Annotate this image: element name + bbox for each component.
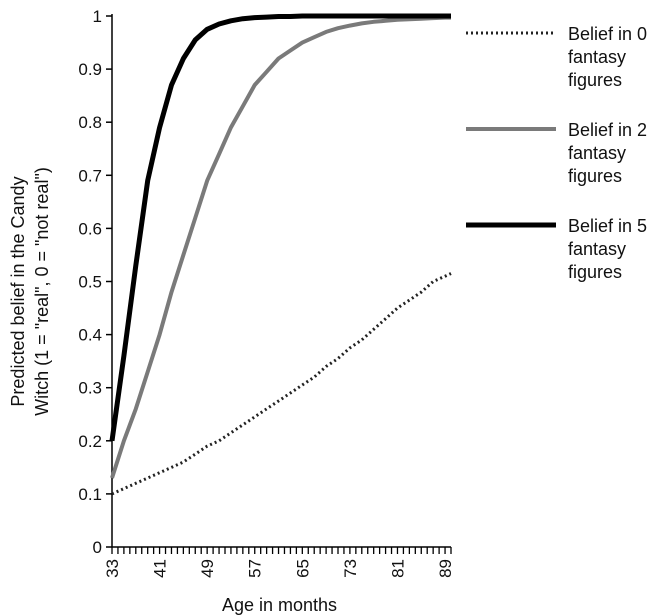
x-axis-title: Age in months <box>222 595 337 615</box>
legend: Belief in 0 fantasy figures Belief in 2 fant… <box>466 24 647 282</box>
y-tick-label: 0.9 <box>78 60 102 79</box>
series-lines <box>109 13 452 496</box>
series-line-0 <box>111 272 452 496</box>
y-tick-label: 0.3 <box>78 379 102 398</box>
legend-label: Belief in 5 <box>568 216 647 236</box>
x-tick-label: 33 <box>103 559 122 578</box>
axes <box>111 14 451 548</box>
legend-label: figures <box>568 262 622 282</box>
y-tick-label: 0.2 <box>78 432 102 451</box>
y-tick-label: 0.7 <box>78 166 102 185</box>
y-tick-label: 0 <box>93 538 102 557</box>
legend-label: Belief in 0 <box>568 24 647 44</box>
x-tick-label: 81 <box>388 559 407 578</box>
x-tick-label: 65 <box>293 559 312 578</box>
y-tick-label: 0.1 <box>78 485 102 504</box>
y-axis-title-line: Witch (1 = "real", 0 = "not real") <box>32 167 52 416</box>
x-tick-label: 41 <box>151 559 170 578</box>
legend-label: fantasy <box>568 47 626 67</box>
y-axis-title-line: Predicted belief in the Candy <box>8 176 28 406</box>
y-tick-label: 0.8 <box>78 113 102 132</box>
legend-label: fantasy <box>568 143 626 163</box>
y-tick-label: 0.5 <box>78 273 102 292</box>
y-tick-label: 0.6 <box>78 219 102 238</box>
legend-label: figures <box>568 70 622 90</box>
y-tick-label: 1 <box>93 7 102 26</box>
legend-label: fantasy <box>568 239 626 259</box>
y-axis-ticks: 0 0.1 0.2 0.3 0.4 0.5 0.6 0.7 0.8 0.9 1 <box>78 7 112 557</box>
x-tick-label: 57 <box>246 559 265 578</box>
legend-label: Belief in 2 <box>568 120 647 140</box>
series-line-2 <box>109 13 451 442</box>
x-axis-ticks: 33 41 49 57 65 73 81 89 <box>103 547 455 578</box>
legend-label: figures <box>568 166 622 186</box>
x-tick-label: 89 <box>436 559 455 578</box>
x-tick-label: 73 <box>341 559 360 578</box>
y-axis-title: Predicted belief in the Candy Witch (1 = … <box>8 167 52 416</box>
series-line-1 <box>110 15 451 479</box>
y-tick-label: 0.4 <box>78 326 102 345</box>
x-tick-label: 49 <box>198 559 217 578</box>
